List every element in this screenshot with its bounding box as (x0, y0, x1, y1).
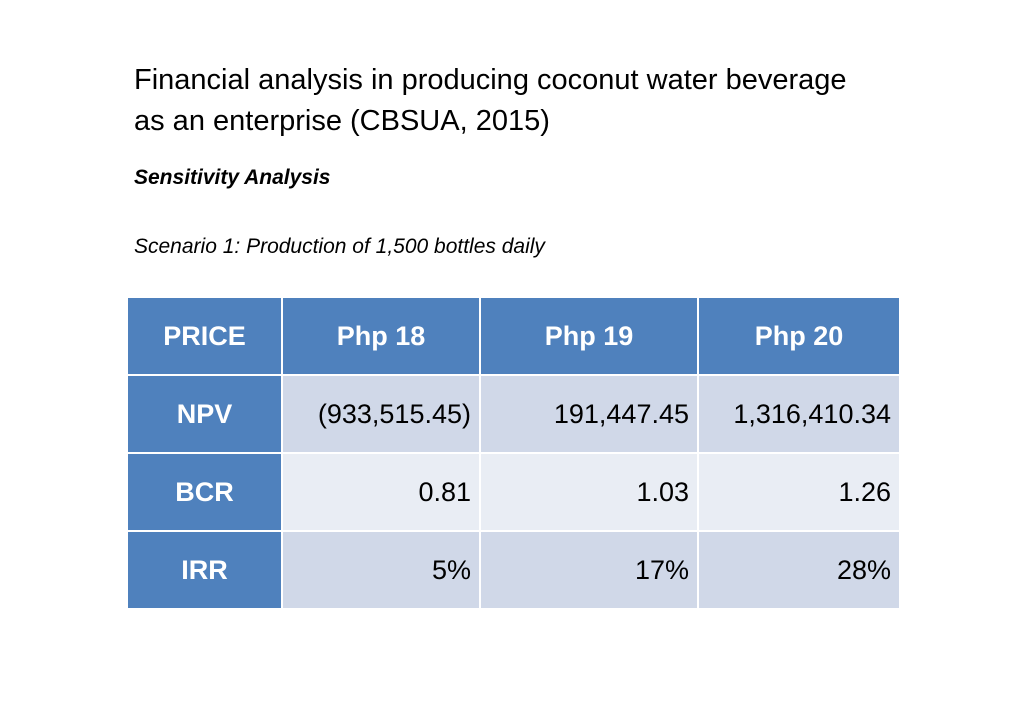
table-header-row: PRICE Php 18 Php 19 Php 20 (126, 296, 901, 376)
header-cell-php-20: Php 20 (697, 296, 901, 376)
slide-title-line-2: as an enterprise (CBSUA, 2015) (134, 105, 550, 137)
section-subtitle: Sensitivity Analysis (134, 166, 331, 189)
cell-npv-php-19: 191,447.45 (479, 374, 699, 454)
cell-bcr-php-18: 0.81 (281, 452, 481, 532)
cell-irr-php-19: 17% (479, 530, 699, 610)
table-row-npv: NPV (933,515.45) 191,447.45 1,316,410.34 (126, 374, 901, 454)
header-cell-price: PRICE (126, 296, 283, 376)
sensitivity-table: PRICE Php 18 Php 19 Php 20 NPV (933,515.… (126, 296, 901, 610)
cell-irr-php-20: 28% (697, 530, 901, 610)
row-label-npv: NPV (126, 374, 283, 454)
cell-bcr-php-19: 1.03 (479, 452, 699, 532)
cell-irr-php-18: 5% (281, 530, 481, 610)
slide-title: Financial analysis in producing coconut … (134, 60, 934, 142)
row-label-bcr: BCR (126, 452, 283, 532)
table-row-bcr: BCR 0.81 1.03 1.26 (126, 452, 901, 532)
slide-title-line-1: Financial analysis in producing coconut … (134, 64, 847, 96)
header-cell-php-19: Php 19 (479, 296, 699, 376)
cell-npv-php-20: 1,316,410.34 (697, 374, 901, 454)
scenario-caption: Scenario 1: Production of 1,500 bottles … (134, 235, 545, 258)
table-row-irr: IRR 5% 17% 28% (126, 530, 901, 610)
cell-npv-php-18: (933,515.45) (281, 374, 481, 454)
cell-bcr-php-20: 1.26 (697, 452, 901, 532)
row-label-irr: IRR (126, 530, 283, 610)
header-cell-php-18: Php 18 (281, 296, 481, 376)
